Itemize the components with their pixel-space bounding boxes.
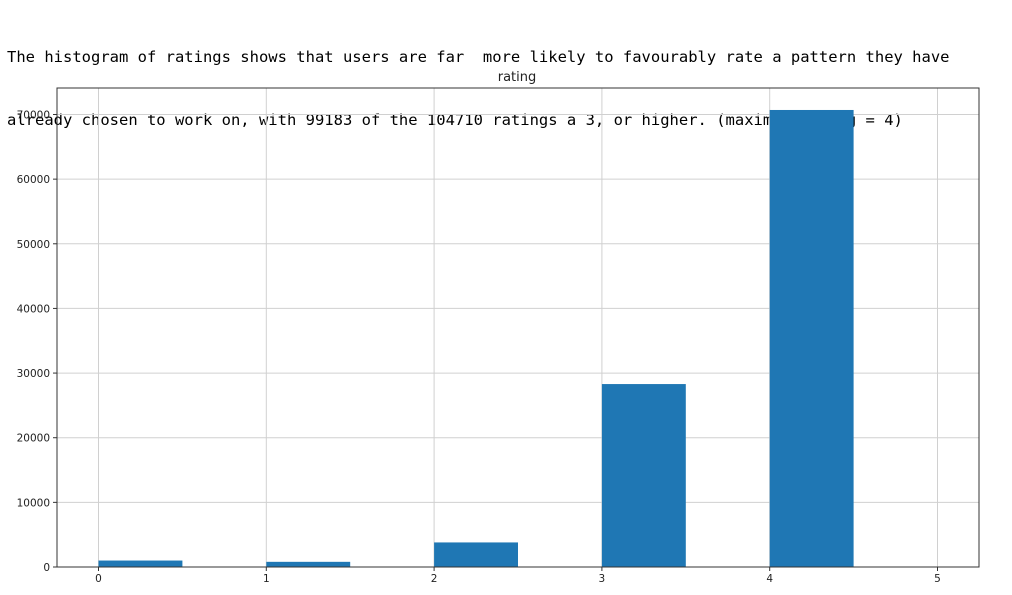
x-tick-label: 2 [431, 573, 438, 585]
markdown-line-2: already chosen to work on, with 99183 of… [7, 111, 903, 129]
histogram-bars [98, 109, 854, 567]
markdown-line-1: The histogram of ratings shows that user… [7, 48, 950, 66]
histogram-bar [434, 542, 518, 567]
y-tick-label: 50000 [17, 239, 50, 251]
y-tick-label: 40000 [17, 303, 50, 315]
histogram-bar [601, 384, 686, 567]
histogram-bar [769, 109, 854, 567]
y-tick-label: 60000 [17, 174, 50, 186]
y-axis-ticks: 0 10000 20000 30000 40000 50000 60000 70000 [17, 110, 57, 574]
x-tick-label: 3 [599, 573, 606, 585]
y-tick-label: 20000 [17, 433, 50, 445]
x-tick-label: 5 [934, 573, 941, 585]
notebook-markdown-text: The histogram of ratings shows that user… [7, 5, 1007, 152]
plot-frame [56, 87, 980, 568]
x-tick-label: 0 [95, 573, 102, 585]
histogram-bar [266, 561, 351, 567]
x-tick-label: 1 [263, 573, 270, 585]
chart-title: rating [498, 70, 537, 85]
x-axis-ticks: 0 1 2 3 4 5 [95, 567, 941, 585]
x-tick-label: 4 [766, 573, 773, 585]
y-tick-label: 70000 [17, 110, 50, 122]
y-tick-label: 0 [43, 562, 50, 574]
y-tick-label: 30000 [17, 368, 50, 380]
y-tick-label: 10000 [17, 497, 50, 509]
histogram-bar [98, 560, 183, 567]
